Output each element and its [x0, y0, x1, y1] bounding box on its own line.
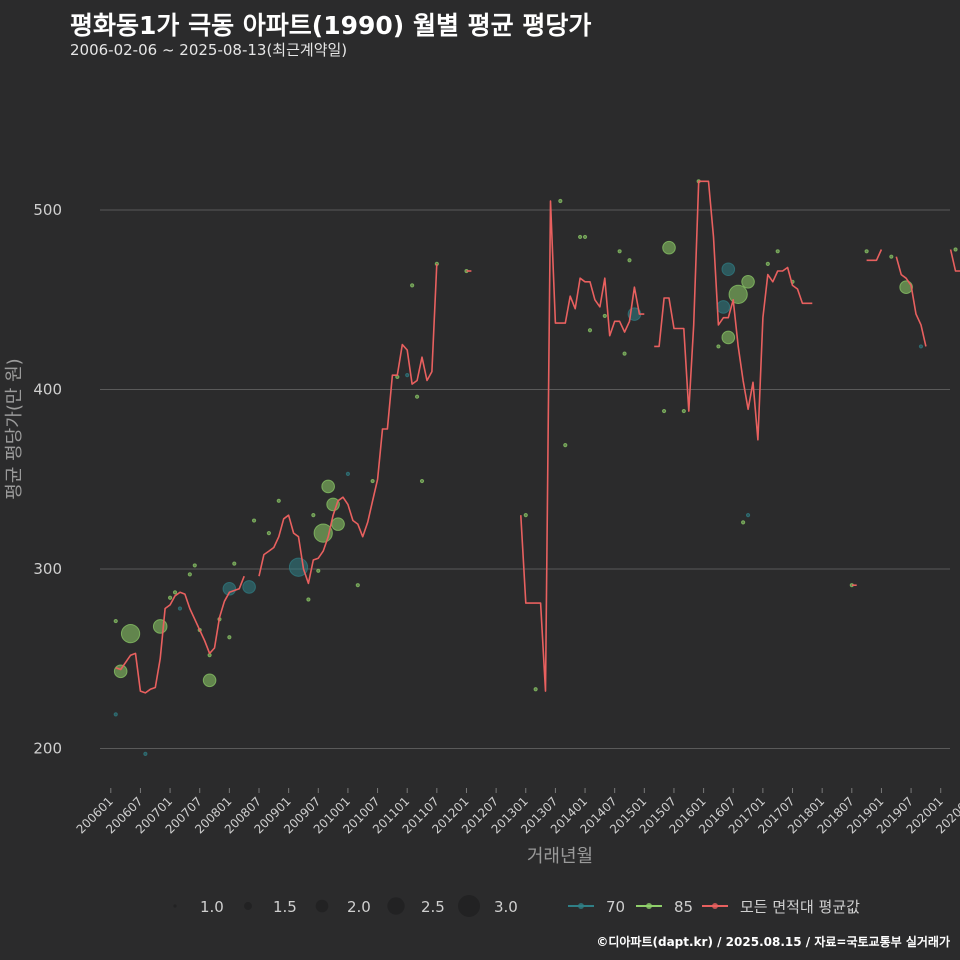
- legend-series-dot: [646, 903, 652, 909]
- data-point: [716, 344, 721, 349]
- data-point: [953, 247, 958, 252]
- y-tick-label: 300: [33, 560, 62, 578]
- data-point: [414, 394, 420, 399]
- data-point: [681, 408, 686, 414]
- y-tick-label: 500: [33, 201, 62, 219]
- data-point: [617, 249, 622, 254]
- chart-title: 평화동1가 극동 아파트(1990) 월별 평균 평당가: [70, 11, 592, 40]
- data-point: [187, 572, 192, 577]
- legend-size-label: 1.5: [273, 898, 297, 916]
- data-point: [345, 471, 351, 476]
- data-point: [202, 673, 217, 688]
- data-point: [242, 580, 256, 594]
- data-point: [587, 328, 593, 333]
- average-line-segment: [258, 263, 438, 585]
- y-tick-label: 200: [33, 740, 62, 758]
- average-line-segment: [895, 256, 927, 347]
- average-line-segment: [949, 249, 960, 272]
- legend-size-circle: [244, 902, 252, 910]
- data-point: [523, 513, 528, 518]
- data-point: [716, 300, 731, 314]
- legend-series-dot: [712, 903, 718, 909]
- data-point: [661, 408, 667, 414]
- data-point: [143, 751, 148, 756]
- data-point: [741, 275, 755, 289]
- data-point: [622, 351, 627, 356]
- data-point: [741, 520, 746, 525]
- data-point: [167, 595, 173, 600]
- y-tick-label: 400: [33, 381, 62, 399]
- legend-series-label: 모든 면적대 평균값: [740, 898, 860, 916]
- source-caption: ©디아파트(dapt.kr) / 2025.08.15 / 자료=국토교통부 실…: [596, 935, 950, 949]
- y-axis-title: 평균 평당가(만 원): [4, 358, 25, 499]
- legend-series-dot: [578, 903, 584, 909]
- data-point: [419, 478, 425, 484]
- data-point: [355, 583, 360, 588]
- data-point: [405, 373, 410, 378]
- data-point: [918, 344, 924, 349]
- legend-size-label: 1.0: [200, 898, 224, 916]
- legend-size-label: 2.5: [421, 898, 445, 916]
- data-point: [276, 498, 281, 503]
- data-point: [266, 531, 271, 536]
- data-point: [627, 258, 632, 263]
- data-point: [728, 284, 748, 304]
- data-point: [602, 313, 607, 319]
- chart-subtitle: 2006-02-06 ~ 2025-08-13(최근계약일): [70, 41, 348, 59]
- data-point: [316, 568, 321, 573]
- data-point: [662, 240, 676, 255]
- data-point: [558, 198, 563, 204]
- data-point: [331, 517, 345, 531]
- data-point: [120, 624, 141, 644]
- data-point: [410, 283, 415, 288]
- data-point: [232, 561, 237, 566]
- legend-size-circle: [173, 904, 177, 908]
- data-point: [582, 234, 588, 240]
- data-point: [227, 635, 232, 640]
- data-point: [864, 249, 869, 254]
- data-point: [578, 234, 583, 240]
- data-point: [721, 262, 736, 277]
- data-point: [889, 254, 894, 259]
- average-line-segment: [654, 180, 813, 441]
- data-point: [113, 618, 118, 624]
- data-point: [775, 249, 780, 254]
- x-axis-title: 거래년월: [527, 846, 593, 867]
- data-point: [311, 513, 316, 518]
- data-point: [721, 330, 736, 345]
- data-point: [113, 712, 118, 717]
- data-point: [370, 478, 375, 484]
- legend-size-label: 3.0: [494, 898, 518, 916]
- data-point: [152, 619, 168, 634]
- data-point: [113, 664, 128, 679]
- data-point: [172, 590, 178, 595]
- average-line-segment: [520, 200, 645, 692]
- legend-size-circle: [387, 897, 405, 915]
- data-point: [765, 261, 770, 266]
- data-point: [192, 563, 197, 568]
- legend-series-label: 85: [674, 898, 693, 916]
- data-point: [899, 280, 913, 294]
- data-point: [177, 606, 183, 611]
- data-point: [745, 513, 751, 518]
- data-point: [306, 597, 311, 602]
- legend-size-label: 2.0: [347, 898, 371, 916]
- data-point: [533, 687, 538, 692]
- legend-size-circle: [458, 895, 480, 917]
- data-point: [321, 479, 335, 494]
- data-point: [563, 443, 568, 448]
- legend-series-label: 70: [606, 898, 625, 916]
- average-line-segment: [115, 575, 245, 694]
- data-point: [251, 518, 257, 523]
- average-line-segment: [866, 249, 883, 262]
- legend-size-circle: [315, 899, 329, 913]
